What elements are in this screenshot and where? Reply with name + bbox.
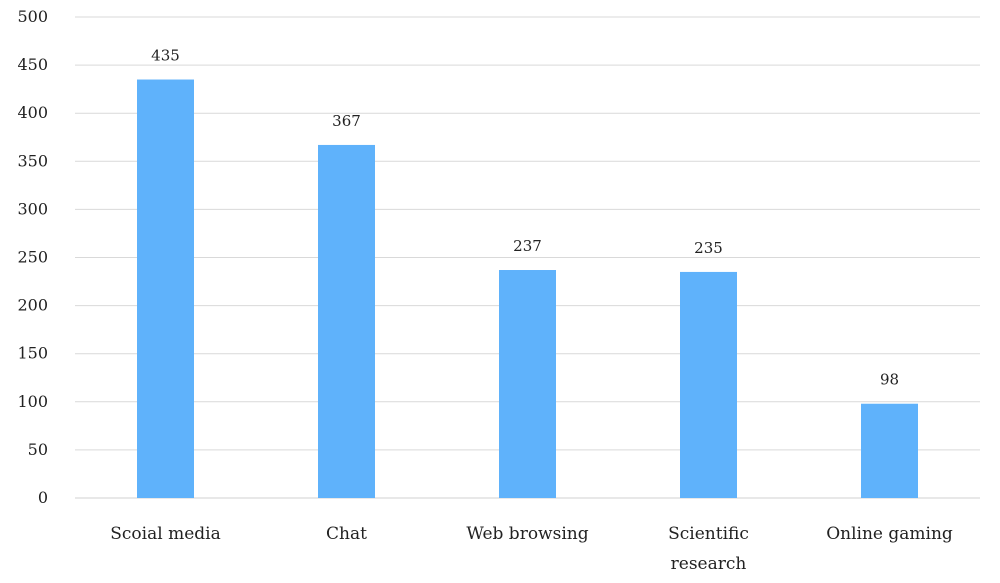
x-category-label: Chat [326, 524, 367, 544]
bars [137, 79, 918, 499]
data-labels: 435 367 237 235 98 [151, 47, 899, 389]
bar [318, 144, 375, 499]
x-category-label: Online gaming [826, 524, 953, 544]
x-category-label: Web browsing [466, 524, 588, 544]
data-label: 367 [332, 112, 361, 130]
y-tick-label: 350 [17, 151, 48, 170]
y-tick-label: 400 [17, 103, 48, 122]
y-axis-ticks: 0 50 100 150 200 250 300 350 400 450 500 [17, 7, 48, 507]
data-label: 237 [513, 237, 542, 255]
bar [137, 79, 194, 498]
x-axis-categories: Scoial media Chat Web browsing Scientific re… [110, 524, 953, 574]
x-category-label: Scientific research [668, 524, 749, 574]
y-tick-label: 250 [17, 248, 48, 267]
y-tick-label: 500 [17, 7, 48, 26]
y-tick-label: 200 [17, 296, 48, 315]
bar [680, 271, 737, 498]
bar [861, 403, 918, 498]
data-label: 98 [880, 371, 899, 389]
x-category-label: Scoial media [110, 524, 220, 544]
y-tick-label: 150 [17, 344, 48, 363]
y-tick-label: 450 [17, 55, 48, 74]
y-tick-label: 0 [38, 488, 48, 507]
bar [499, 270, 556, 498]
y-tick-label: 100 [17, 392, 48, 411]
y-tick-label: 50 [28, 440, 48, 459]
data-label: 235 [694, 239, 723, 257]
y-tick-label: 300 [17, 199, 48, 218]
data-label: 435 [151, 47, 180, 65]
